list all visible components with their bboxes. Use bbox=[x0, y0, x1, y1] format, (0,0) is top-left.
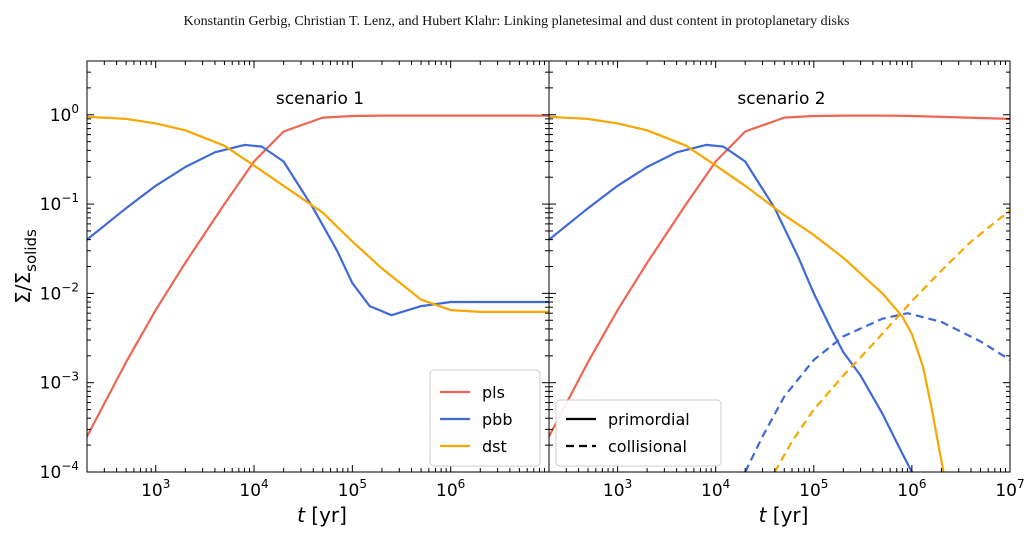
series-line-pls bbox=[549, 114, 1010, 438]
data-lines-layer bbox=[87, 114, 1010, 472]
y-tick-label: 10−3 bbox=[40, 370, 79, 394]
x-axis-label: t [yr] bbox=[759, 503, 809, 527]
panel-title: scenario 1 bbox=[276, 89, 364, 109]
y-axis-label: Σ/Σsolids bbox=[11, 229, 40, 304]
x-tick-label: 107 bbox=[995, 477, 1024, 501]
legend-label-dst: dst bbox=[482, 437, 507, 456]
legend-layer: pls pbb dst primordial collisional bbox=[429, 369, 722, 467]
series-line-dst bbox=[87, 115, 549, 313]
x-tick-label: 105 bbox=[799, 477, 828, 501]
series-line-pls bbox=[87, 114, 549, 438]
panel-2-series bbox=[549, 114, 1010, 472]
series-line-pbb bbox=[87, 143, 549, 317]
x-tick-label: 106 bbox=[897, 477, 926, 501]
running-header: Konstantin Gerbig, Christian T. Lenz, an… bbox=[183, 14, 850, 29]
panel-1-series bbox=[87, 114, 549, 438]
axes-layer: 103 104 105 106 100 10−1 10−2 10−3 10−4 t [yr] Σ/Σ… bbox=[11, 60, 1025, 527]
legend-label-pls: pls bbox=[482, 383, 505, 402]
x-tick-label: 104 bbox=[239, 477, 268, 501]
x-tick-label: 103 bbox=[141, 477, 170, 501]
legend-label-pbb: pbb bbox=[482, 410, 512, 429]
legend-label-primordial: primordial bbox=[608, 410, 690, 429]
panel-title: scenario 2 bbox=[737, 89, 825, 109]
series-line-dst-collisional bbox=[773, 209, 1010, 472]
legend-box bbox=[555, 399, 722, 467]
x-tick-label: 103 bbox=[603, 477, 632, 501]
x-tick-label: 104 bbox=[701, 477, 730, 501]
series-line-pbb-collisional bbox=[744, 312, 1010, 472]
y-tick-label: 10−1 bbox=[40, 191, 79, 215]
x-axis-label: t [yr] bbox=[297, 503, 347, 527]
y-tick-label: 10−2 bbox=[40, 280, 79, 304]
legend-label-collisional: collisional bbox=[608, 437, 687, 456]
series-line-dst bbox=[549, 115, 945, 472]
y-tick-label: 10−4 bbox=[40, 459, 79, 483]
legend-box bbox=[429, 369, 541, 467]
x-tick-label: 106 bbox=[436, 477, 465, 501]
x-tick-label: 105 bbox=[338, 477, 367, 501]
y-tick-label: 100 bbox=[50, 102, 79, 126]
